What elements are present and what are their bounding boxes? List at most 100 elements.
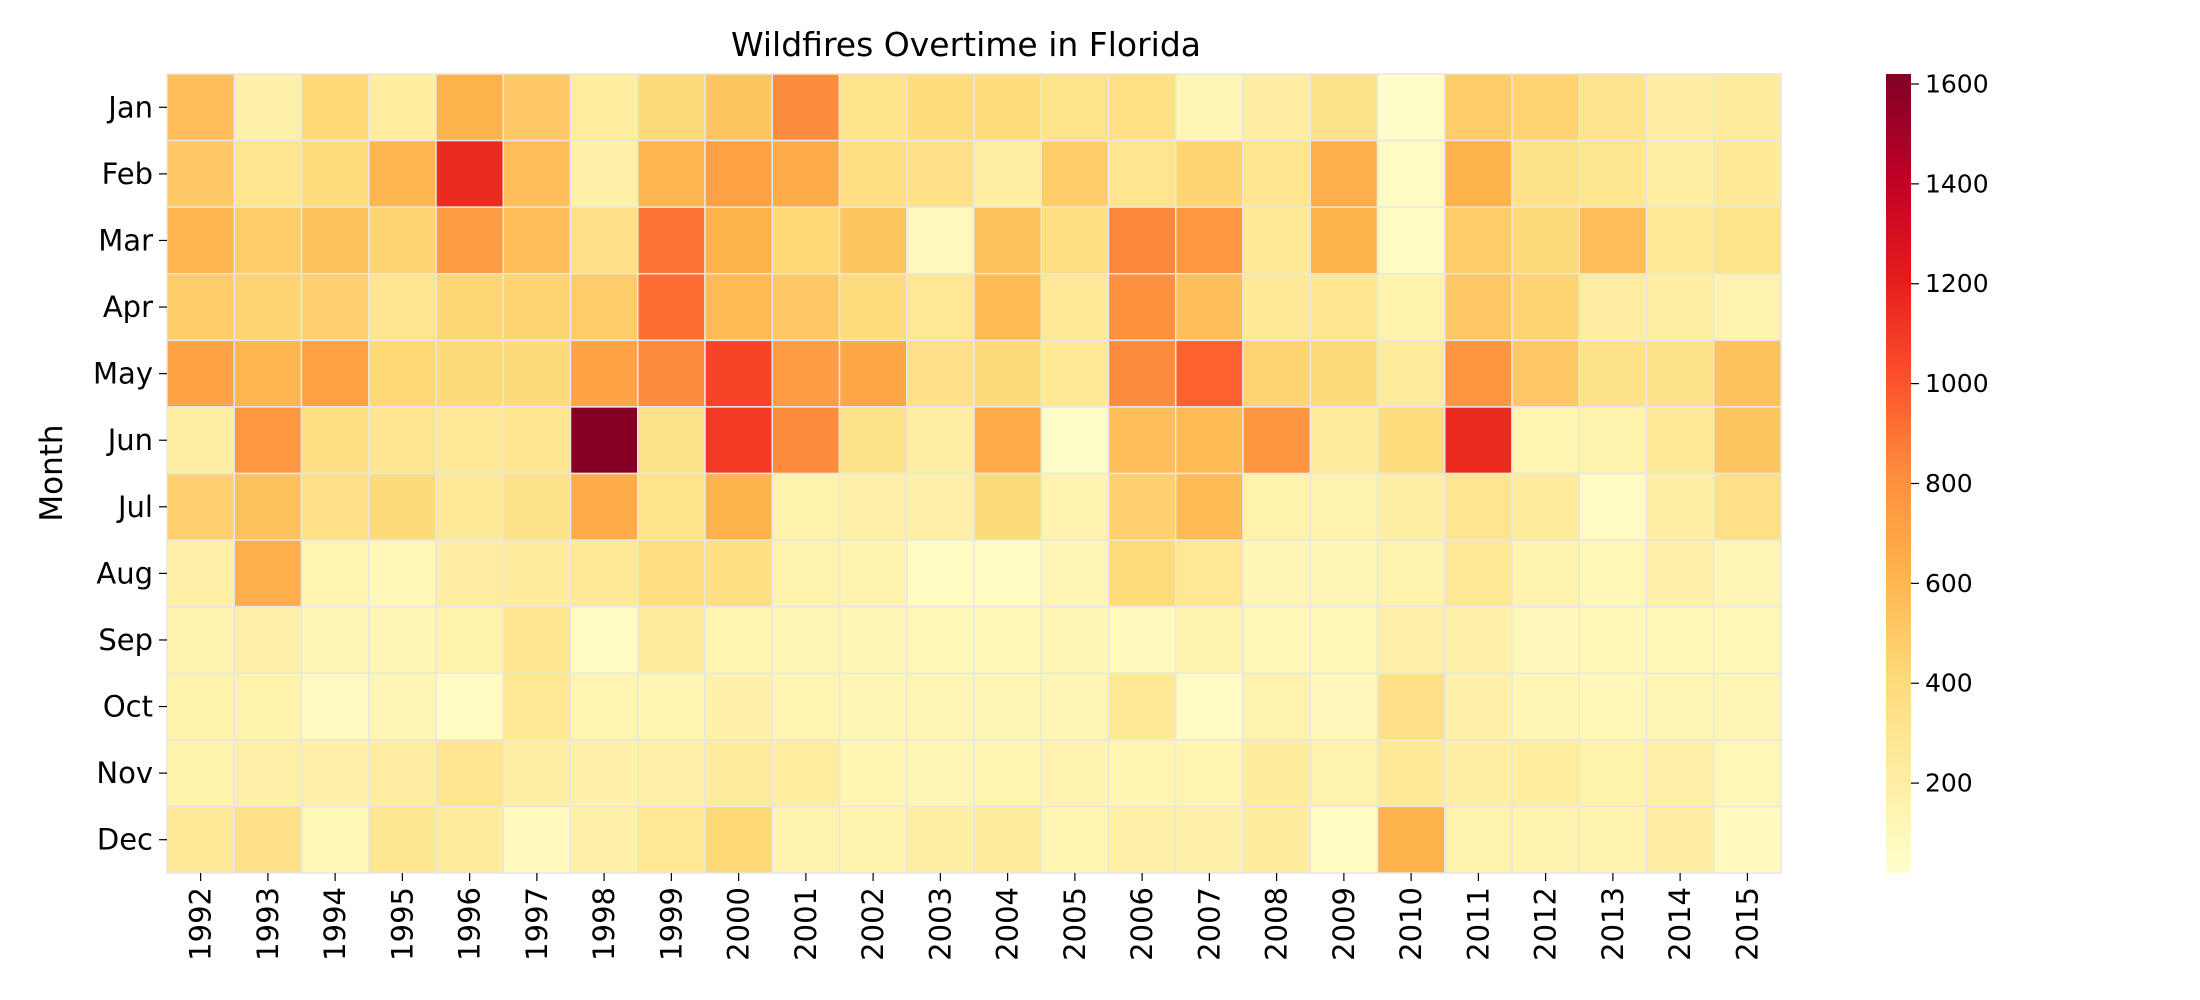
colorbar-tick-label: 400 (1925, 669, 1973, 698)
heatmap-cell-jul-1994 (300, 472, 370, 541)
heatmap-cell-feb-2008 (1242, 139, 1311, 208)
heatmap-cell-mar-2009 (1309, 206, 1379, 275)
heatmap-cell-sep-2001 (771, 605, 841, 674)
heatmap-cell-may-1997 (502, 339, 572, 408)
heatmap-cell-mar-2005 (1040, 206, 1110, 275)
heatmap-cell-jan-2006 (1107, 73, 1177, 142)
heatmap-cell-mar-2015 (1713, 206, 1782, 275)
heatmap-cell-oct-2005 (1040, 672, 1110, 741)
heatmap-cell-jan-1998 (569, 73, 639, 142)
heatmap-cell-nov-1999 (637, 739, 706, 808)
heatmap-cell-mar-1999 (637, 206, 706, 275)
heatmap-cell-nov-2013 (1578, 739, 1648, 808)
heatmap-cell-aug-1999 (637, 539, 706, 608)
heatmap-cell-feb-2004 (973, 139, 1042, 208)
heatmap-cell-feb-2015 (1713, 139, 1782, 208)
heatmap-cell-jan-1995 (368, 73, 437, 142)
heatmap-cell-mar-1998 (569, 206, 639, 275)
heatmap-cell-oct-1993 (233, 672, 303, 741)
heatmap-cell-nov-1994 (300, 739, 370, 808)
heatmap-cell-aug-2015 (1713, 539, 1782, 608)
heatmap-cell-oct-2001 (771, 672, 841, 741)
heatmap-cell-oct-1997 (502, 672, 572, 741)
x-tick-label: 2012 (1529, 887, 1563, 961)
heatmap-cell-jun-2002 (838, 406, 908, 475)
heatmap-cell-jun-1996 (435, 406, 504, 475)
heatmap-cell-jul-1995 (368, 472, 437, 541)
heatmap-cell-aug-2007 (1175, 539, 1244, 608)
heatmap-cell-oct-1998 (569, 672, 639, 741)
heatmap-cell-sep-1997 (502, 605, 572, 674)
heatmap-cell-nov-2015 (1713, 739, 1782, 808)
y-tick-label: Apr (103, 290, 153, 324)
heatmap-cell-may-2009 (1309, 339, 1379, 408)
heatmap-cell-jul-1999 (637, 472, 706, 541)
heatmap-cell-mar-2001 (771, 206, 841, 275)
heatmap-cell-feb-2001 (771, 139, 841, 208)
heatmap-cell-sep-2004 (973, 605, 1042, 674)
heatmap-cell-jun-2014 (1645, 406, 1715, 475)
heatmap-cell-sep-2014 (1645, 605, 1715, 674)
colorbar-ticks: 200 400 600 800 1000 1200 1400 1600 (1911, 69, 1989, 798)
heatmap-cell-nov-2014 (1645, 739, 1715, 808)
heatmap-cell-aug-2010 (1376, 539, 1446, 608)
heatmap-cell-aug-2013 (1578, 539, 1648, 608)
heatmap-cell-mar-1995 (368, 206, 437, 275)
heatmap-cell-dec-2011 (1444, 805, 1513, 874)
heatmap-cell-apr-1996 (435, 273, 504, 342)
heatmap-cell-apr-1994 (300, 273, 370, 342)
heatmap-cell-sep-1993 (233, 605, 303, 674)
heatmap-cell-nov-2003 (906, 739, 975, 808)
heatmap-cell-oct-2003 (906, 672, 975, 741)
heatmap-cell-mar-2003 (906, 206, 975, 275)
heatmap-cell-sep-2007 (1175, 605, 1244, 674)
heatmap-cell-sep-2000 (704, 605, 773, 674)
heatmap-cell-may-1993 (233, 339, 303, 408)
heatmap-cell-mar-2010 (1376, 206, 1446, 275)
x-tick-label: 1995 (385, 887, 419, 961)
heatmap-cell-sep-1994 (300, 605, 370, 674)
heatmap-cell-feb-2013 (1578, 139, 1648, 208)
chart-title: Wildfires Overtime in Florida (731, 25, 1201, 64)
heatmap-cell-aug-1994 (300, 539, 370, 608)
x-tick-label: 2005 (1058, 887, 1092, 961)
y-tick-label: Sep (98, 623, 153, 657)
heatmap-cell-sep-2010 (1376, 605, 1446, 674)
heatmap-cell-sep-2012 (1511, 605, 1580, 674)
heatmap-cell-nov-1996 (435, 739, 504, 808)
heatmap-cell-aug-1996 (435, 539, 504, 608)
heatmap-cell-sep-2011 (1444, 605, 1513, 674)
heatmap-cell-jun-2010 (1376, 406, 1446, 475)
heatmap-cell-jun-2004 (973, 406, 1042, 475)
heatmap-cell-oct-2000 (704, 672, 773, 741)
y-tick-label: Dec (97, 823, 153, 857)
heatmap-cell-jun-2008 (1242, 406, 1311, 475)
heatmap-cell-apr-2008 (1242, 273, 1311, 342)
heatmap-cell-sep-1992 (166, 605, 235, 674)
heatmap-cell-oct-2015 (1713, 672, 1782, 741)
heatmap-cell-jan-1999 (637, 73, 706, 142)
heatmap-cell-may-2000 (704, 339, 773, 408)
y-tick-label: May (93, 357, 153, 391)
heatmap-cell-may-1999 (637, 339, 706, 408)
heatmap-cell-feb-1994 (300, 139, 370, 208)
heatmap-cell-nov-1998 (569, 739, 639, 808)
heatmap-cell-nov-2007 (1175, 739, 1244, 808)
y-tick-label: Oct (103, 690, 153, 724)
heatmap-cell-mar-1997 (502, 206, 572, 275)
heatmap-cell-jun-2003 (906, 406, 975, 475)
heatmap-cell-dec-2002 (838, 805, 908, 874)
heatmap-cell-sep-2013 (1578, 605, 1648, 674)
heatmap-cell-jan-2015 (1713, 73, 1782, 142)
y-tick-label: Nov (96, 756, 153, 790)
heatmap-cell-oct-2013 (1578, 672, 1648, 741)
heatmap-cell-apr-2004 (973, 273, 1042, 342)
heatmap-cell-jun-1998 (569, 406, 639, 475)
heatmap-cell-apr-2007 (1175, 273, 1244, 342)
heatmap-cell-apr-2012 (1511, 273, 1580, 342)
heatmap-cell-jan-2001 (771, 73, 841, 142)
heatmap-cell-jan-2003 (906, 73, 975, 142)
heatmap-cell-oct-2011 (1444, 672, 1513, 741)
heatmap-cell-aug-1995 (368, 539, 437, 608)
